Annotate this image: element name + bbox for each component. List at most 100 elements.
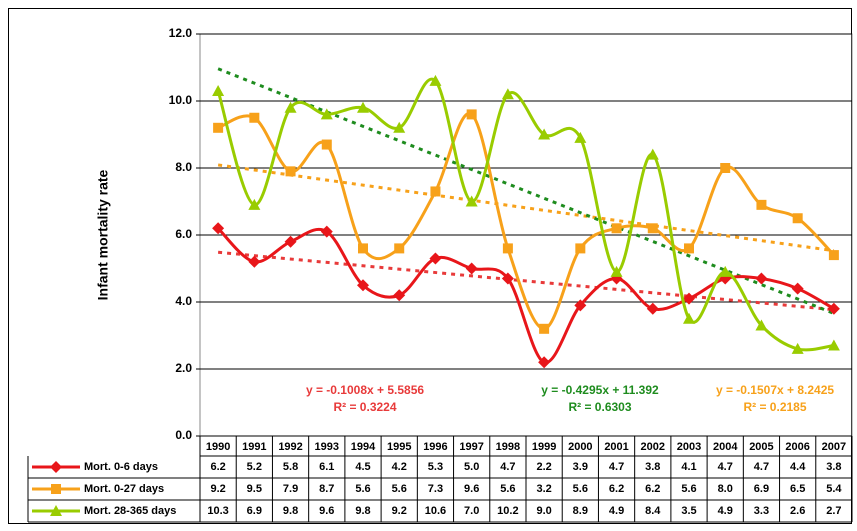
table-value: 9.5 — [247, 483, 262, 495]
table-value: 3.3 — [754, 505, 769, 517]
x-tick-label: 2003 — [677, 441, 701, 453]
table-value: 8.9 — [573, 505, 588, 517]
trend-equation: y = -0.1507x + 8.2425 — [716, 383, 834, 397]
table-value: 5.6 — [355, 483, 370, 495]
marker — [610, 265, 623, 277]
trendline — [217, 250, 835, 312]
table-value: 7.9 — [283, 483, 298, 495]
table-value: 9.8 — [355, 505, 370, 517]
x-tick-label: 1991 — [242, 441, 266, 453]
table-value: 5.6 — [573, 483, 588, 495]
marker — [429, 74, 442, 86]
table-value: 6.9 — [247, 505, 262, 517]
marker — [212, 84, 225, 96]
marker — [358, 243, 368, 254]
y-tick-label: 10.0 — [169, 93, 193, 107]
chart-border — [8, 8, 852, 524]
table-value: 3.5 — [681, 505, 696, 517]
table-value: 5.6 — [392, 483, 407, 495]
trendline — [217, 67, 835, 315]
table-value: 4.9 — [609, 505, 624, 517]
x-tick-label: 1997 — [459, 441, 483, 453]
table-value: 3.8 — [826, 461, 841, 473]
marker — [539, 323, 550, 334]
x-tick-label: 1998 — [496, 441, 520, 453]
marker — [827, 302, 840, 315]
trend-r2: R² = 0.3224 — [333, 400, 396, 414]
table-value: 5.0 — [464, 461, 479, 473]
y-tick-label: 4.0 — [175, 294, 192, 308]
table-value: 9.2 — [392, 505, 407, 517]
marker — [321, 139, 332, 150]
marker — [502, 243, 513, 254]
marker — [647, 223, 658, 234]
marker — [683, 292, 695, 305]
marker — [574, 131, 587, 143]
x-tick-label: 2002 — [641, 441, 665, 453]
table-value: 5.3 — [428, 461, 443, 473]
x-tick-label: 2001 — [604, 441, 628, 453]
marker — [285, 166, 296, 177]
x-tick-label: 2005 — [749, 441, 773, 453]
table-value: 6.2 — [210, 461, 225, 473]
marker — [755, 272, 768, 285]
marker — [320, 108, 333, 120]
table-value: 5.6 — [500, 483, 515, 495]
marker — [792, 213, 803, 224]
marker — [538, 356, 551, 369]
y-tick-label: 12.0 — [169, 26, 193, 40]
x-tick-label: 2000 — [568, 441, 592, 453]
table-value: 2.7 — [826, 505, 841, 517]
marker — [430, 186, 441, 197]
table-value: 4.7 — [609, 461, 624, 473]
y-tick-label: 2.0 — [175, 361, 192, 375]
marker — [828, 250, 839, 261]
x-tick-label: 1992 — [278, 441, 302, 453]
marker — [393, 121, 406, 133]
legend-marker — [51, 484, 61, 494]
marker — [249, 112, 260, 123]
marker — [248, 255, 261, 268]
marker — [575, 243, 586, 254]
x-tick-label: 1990 — [206, 441, 230, 453]
table-value: 3.8 — [645, 461, 660, 473]
table-value: 6.9 — [754, 483, 769, 495]
marker — [538, 128, 551, 140]
marker — [755, 319, 768, 331]
x-tick-label: 1993 — [315, 441, 339, 453]
x-tick-label: 2006 — [785, 441, 809, 453]
marker — [791, 282, 804, 295]
table-value: 9.2 — [210, 483, 225, 495]
table-value: 5.4 — [826, 483, 842, 495]
table-value: 6.2 — [645, 483, 660, 495]
table-value: 9.6 — [464, 483, 479, 495]
marker — [212, 222, 225, 235]
trend-r2: R² = 0.6303 — [568, 400, 631, 414]
table-value: 9.8 — [283, 505, 298, 517]
table-value: 4.7 — [500, 461, 515, 473]
legend-marker — [50, 461, 62, 473]
table-value: 6.5 — [790, 483, 805, 495]
table-value: 4.2 — [392, 461, 407, 473]
x-tick-label: 1999 — [532, 441, 556, 453]
x-tick-label: 2007 — [822, 441, 846, 453]
table-value: 7.0 — [464, 505, 479, 517]
marker — [501, 272, 514, 285]
table-value: 6.1 — [319, 461, 334, 473]
x-tick-label: 1996 — [423, 441, 447, 453]
marker — [827, 339, 840, 351]
marker — [429, 252, 442, 265]
series-line — [216, 77, 835, 352]
marker — [683, 312, 695, 324]
table-value: 8.4 — [645, 505, 661, 517]
legend-label: Mort. 28-365 days — [84, 505, 176, 517]
table-value: 4.9 — [718, 505, 733, 517]
table-value: 10.3 — [207, 505, 228, 517]
legend-label: Mort. 0-27 days — [84, 483, 164, 495]
marker — [394, 243, 405, 254]
x-tick-label: 1994 — [351, 441, 376, 453]
marker — [284, 101, 297, 113]
table-value: 2.6 — [790, 505, 805, 517]
marker — [213, 122, 224, 133]
table-value: 5.8 — [283, 461, 298, 473]
